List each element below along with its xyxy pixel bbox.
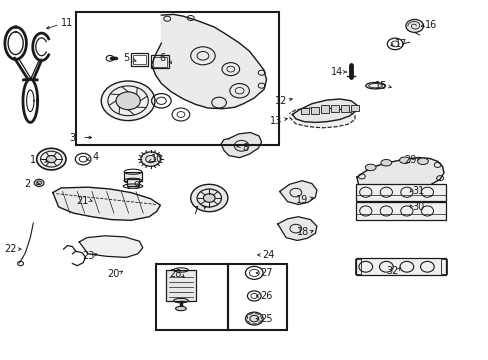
Polygon shape [151, 14, 266, 109]
Text: 15: 15 [374, 81, 387, 91]
Circle shape [37, 148, 66, 170]
Ellipse shape [380, 159, 391, 166]
Text: 6: 6 [159, 53, 165, 63]
Ellipse shape [417, 158, 427, 165]
Text: 22: 22 [4, 244, 17, 254]
Text: 32: 32 [385, 266, 398, 276]
Text: 28: 28 [168, 269, 181, 279]
Bar [355, 202, 446, 220]
Text: 21: 21 [76, 196, 88, 206]
Text: 7: 7 [192, 206, 198, 216]
Text: 17: 17 [394, 39, 407, 49]
Bar [133, 55, 145, 64]
Bar [355, 184, 446, 201]
Polygon shape [289, 108, 354, 128]
Text: 13: 13 [269, 116, 282, 126]
Text: 3: 3 [69, 132, 75, 143]
Text: 11: 11 [61, 18, 74, 28]
Ellipse shape [175, 306, 186, 311]
Text: 20: 20 [107, 269, 120, 279]
Bar [320, 105, 328, 113]
Bar [300, 108, 308, 114]
Text: 18: 18 [296, 227, 309, 237]
Text: 5: 5 [123, 53, 129, 63]
Bar [150, 55, 169, 68]
Text: 16: 16 [424, 20, 437, 30]
Text: 27: 27 [260, 268, 272, 278]
Bar [227, 264, 286, 330]
Text: 23: 23 [81, 251, 94, 261]
Bar [355, 258, 446, 275]
Bar [127, 179, 139, 186]
Text: 26: 26 [260, 291, 272, 301]
Bar [310, 107, 318, 114]
Text: 31: 31 [411, 186, 424, 196]
Bar [330, 105, 338, 112]
Circle shape [190, 184, 227, 212]
Polygon shape [79, 236, 142, 257]
Bar [340, 105, 348, 112]
Circle shape [203, 194, 215, 202]
Bar [131, 53, 148, 66]
Bar [153, 57, 166, 67]
Polygon shape [53, 187, 160, 220]
Polygon shape [292, 99, 356, 122]
Text: 10: 10 [151, 154, 163, 164]
Polygon shape [277, 217, 316, 240]
Circle shape [405, 19, 423, 32]
Bar [155, 264, 227, 330]
Text: 19: 19 [295, 195, 308, 205]
Bar [124, 172, 142, 181]
Circle shape [34, 179, 44, 186]
Bar [166, 270, 195, 301]
Circle shape [116, 92, 140, 110]
Circle shape [46, 156, 56, 163]
Text: 2: 2 [24, 179, 30, 189]
Text: 4: 4 [93, 152, 99, 162]
Text: 25: 25 [260, 314, 272, 324]
Bar [440, 259, 446, 274]
Circle shape [101, 81, 155, 121]
Bar [76, 12, 278, 145]
Text: 24: 24 [261, 250, 274, 260]
Text: 12: 12 [274, 96, 287, 106]
Ellipse shape [399, 157, 409, 163]
Bar [350, 105, 358, 111]
Text: 14: 14 [330, 67, 343, 77]
Bar [354, 259, 360, 274]
Text: 30: 30 [411, 202, 424, 212]
Ellipse shape [365, 164, 375, 171]
Polygon shape [221, 132, 261, 158]
Polygon shape [279, 181, 316, 204]
Circle shape [245, 312, 263, 325]
Circle shape [141, 152, 160, 166]
Text: 1: 1 [30, 155, 36, 165]
Text: 8: 8 [242, 143, 248, 153]
Text: 9: 9 [134, 181, 140, 191]
Polygon shape [356, 158, 443, 195]
Text: 29: 29 [404, 155, 416, 165]
Ellipse shape [365, 82, 385, 89]
